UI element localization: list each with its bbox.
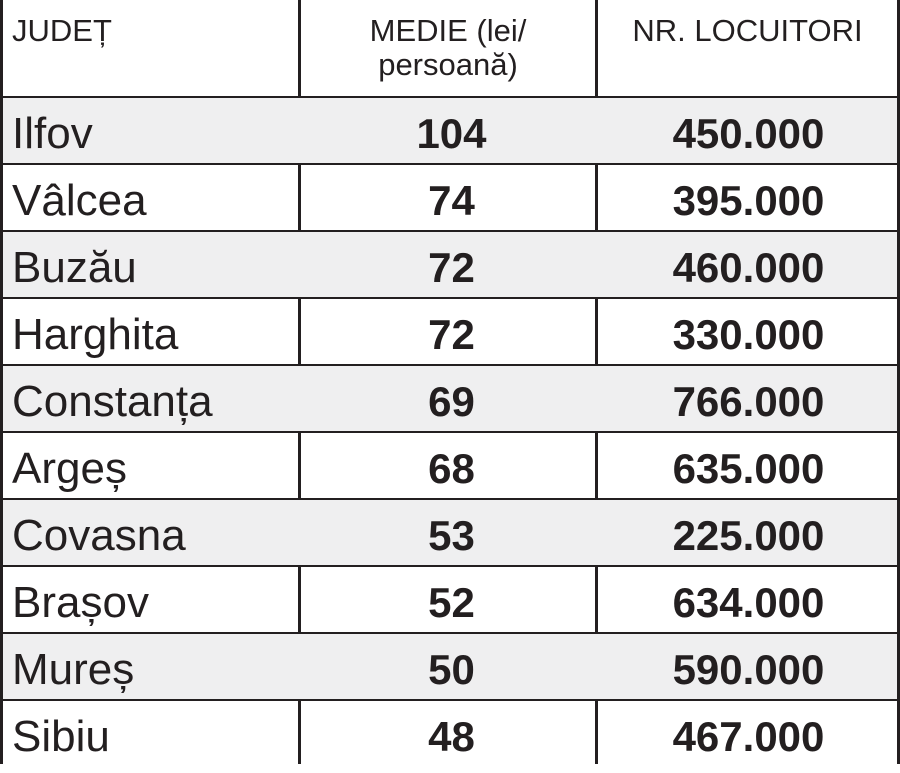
table-row: Ilfov 104450.000 bbox=[3, 98, 897, 165]
inhabitants-cell: 590.000 bbox=[600, 634, 897, 701]
average-cell: 68 bbox=[303, 433, 600, 500]
inhabitants-cell: 225.000 bbox=[600, 500, 897, 567]
table-row: Buzău 72460.000 bbox=[3, 232, 897, 299]
county-cell: Brașov bbox=[12, 567, 149, 634]
header-average: MEDIE (lei/ persoană) bbox=[301, 0, 595, 111]
inhabitants-cell: 634.000 bbox=[600, 567, 897, 634]
county-cell: Ilfov bbox=[12, 98, 93, 165]
table-row: Sibiu 48467.000 bbox=[3, 701, 897, 768]
county-cell: Argeș bbox=[12, 433, 127, 500]
table-row: Vâlcea 74395.000 bbox=[3, 165, 897, 232]
average-cell: 69 bbox=[303, 366, 600, 433]
average-cell: 48 bbox=[303, 701, 600, 768]
header-inhabitants-label: NR. LOCUITORI bbox=[598, 14, 897, 48]
inhabitants-cell: 635.000 bbox=[600, 433, 897, 500]
average-cell: 72 bbox=[303, 299, 600, 366]
table-row: Mureș 50590.000 bbox=[3, 634, 897, 701]
table-row: Harghita 72330.000 bbox=[3, 299, 897, 366]
average-cell: 72 bbox=[303, 232, 600, 299]
inhabitants-cell: 330.000 bbox=[600, 299, 897, 366]
county-cell: Covasna bbox=[12, 500, 186, 567]
average-cell: 104 bbox=[303, 98, 600, 165]
county-cell: Sibiu bbox=[12, 701, 110, 768]
header-county-label: JUDEȚ bbox=[12, 14, 292, 48]
inhabitants-cell: 467.000 bbox=[600, 701, 897, 768]
inhabitants-cell: 766.000 bbox=[600, 366, 897, 433]
average-cell: 50 bbox=[303, 634, 600, 701]
county-cell: Mureș bbox=[12, 634, 134, 701]
county-cell: Buzău bbox=[12, 232, 137, 299]
header-county: JUDEȚ bbox=[12, 0, 292, 111]
inhabitants-cell: 450.000 bbox=[600, 98, 897, 165]
header-average-line2: persoană) bbox=[301, 48, 595, 82]
header-inhabitants: NR. LOCUITORI bbox=[598, 0, 897, 111]
table-row: Constanța 69766.000 bbox=[3, 366, 897, 433]
header-average-line1: MEDIE (lei/ bbox=[301, 14, 595, 48]
average-cell: 53 bbox=[303, 500, 600, 567]
county-cell: Harghita bbox=[12, 299, 178, 366]
county-cell: Constanța bbox=[12, 366, 213, 433]
average-cell: 52 bbox=[303, 567, 600, 634]
table-row: Argeș 68635.000 bbox=[3, 433, 897, 500]
inhabitants-cell: 460.000 bbox=[600, 232, 897, 299]
table-row: Covasna 53225.000 bbox=[3, 500, 897, 567]
county-cell: Vâlcea bbox=[12, 165, 147, 232]
average-cell: 74 bbox=[303, 165, 600, 232]
inhabitants-cell: 395.000 bbox=[600, 165, 897, 232]
table-row: Brașov 52634.000 bbox=[3, 567, 897, 634]
